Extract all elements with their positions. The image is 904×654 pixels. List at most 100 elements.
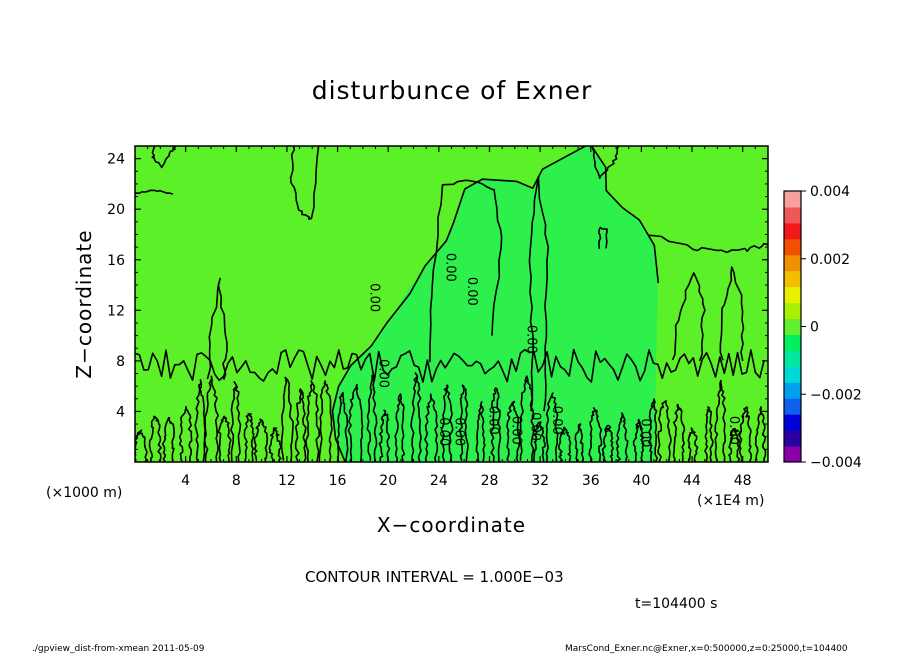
x-axis-factor-label: (×1E4 m) xyxy=(697,493,765,509)
colorbar-segment xyxy=(784,286,801,304)
footer-right: MarsCond_Exner.nc@Exner,x=0:500000,z=0:2… xyxy=(565,644,848,654)
x-tick-label: 48 xyxy=(734,473,752,489)
contour-column xyxy=(687,427,699,462)
contour-column xyxy=(366,374,378,462)
colorbar-segment xyxy=(784,366,801,383)
contour-column xyxy=(135,429,148,462)
x-tick-label: 12 xyxy=(278,473,296,489)
contour-column xyxy=(672,403,686,462)
colorbar-segment xyxy=(784,318,801,335)
contour-narrow-channel xyxy=(528,175,550,412)
chart-title: disturbunce of Exner xyxy=(311,76,593,105)
contour-column xyxy=(336,391,349,462)
colorbar-segment xyxy=(784,206,801,224)
contour-column xyxy=(253,418,269,462)
y-tick-label: 8 xyxy=(116,354,125,370)
contour-right-plume-2 xyxy=(719,266,745,362)
contour-column xyxy=(714,379,727,462)
colorbar-segment xyxy=(784,398,801,415)
contour-label: 0.00 xyxy=(527,412,542,441)
contour-column xyxy=(754,406,767,462)
contour-left-plume xyxy=(206,277,228,381)
x-axis-unit-label: (×1000 m) xyxy=(46,485,123,501)
contour-column xyxy=(506,400,521,462)
contour-label: 0.00 xyxy=(726,416,741,445)
contour-column xyxy=(489,387,502,462)
contour-column xyxy=(148,415,162,462)
x-tick-label: 40 xyxy=(632,473,650,489)
time-text: t=104400 s xyxy=(635,596,718,612)
x-tick-label: 8 xyxy=(232,473,241,489)
contour-label: 0.00 xyxy=(451,417,466,446)
contour-column xyxy=(440,384,454,462)
colorbar-segment xyxy=(784,302,801,320)
contour-column xyxy=(574,423,584,462)
contour-small-loop xyxy=(597,226,608,249)
colorbar-segment xyxy=(784,430,801,447)
contour-column xyxy=(347,383,364,462)
contour-column xyxy=(230,381,242,462)
contour-column xyxy=(588,407,603,462)
contour-label: 0.00 xyxy=(367,283,382,312)
contour-column xyxy=(648,398,658,462)
contour-column xyxy=(243,413,255,462)
contour-column xyxy=(294,388,307,462)
contour-right-ridge xyxy=(649,234,768,254)
y-axis-label: Z−coordinate xyxy=(72,229,96,379)
colorbar-segment xyxy=(784,222,801,240)
contour-label: 0.00 xyxy=(524,325,539,354)
contour-interval-text: CONTOUR INTERVAL = 1.000E−03 xyxy=(305,568,564,586)
contour-column xyxy=(217,415,232,462)
contour-column xyxy=(615,412,629,462)
contour-upper-plume xyxy=(289,146,320,220)
contour-column xyxy=(519,375,536,462)
contour-column xyxy=(728,428,741,462)
contour-label: 0.00 xyxy=(637,418,652,447)
contour-label: 0.00 xyxy=(464,277,479,306)
y-tick-label: 20 xyxy=(107,202,125,218)
contour-label: 0.00 xyxy=(486,406,501,435)
contour-column xyxy=(161,416,175,462)
contour-column xyxy=(394,393,406,462)
contour-column xyxy=(305,380,321,462)
plot-frame xyxy=(134,145,769,463)
contour-column xyxy=(458,384,469,462)
y-tick-label: 24 xyxy=(107,152,125,168)
colorbar-tick-label: 0 xyxy=(810,320,819,336)
contour-top-right xyxy=(591,146,620,179)
contour-central-channel xyxy=(429,179,503,363)
x-tick-label: 4 xyxy=(181,473,190,489)
contour-label: 0.00 xyxy=(549,406,564,435)
contour-column xyxy=(203,375,219,462)
colorbar-tick-label: −0.004 xyxy=(810,455,862,471)
colorbar-tick-label: 0.002 xyxy=(810,252,850,268)
contour-column xyxy=(533,421,546,462)
footer-left: ./gpview_dist-from-xmean 2011-05-09 xyxy=(32,644,205,654)
y-tick-label: 12 xyxy=(107,303,125,319)
y-tick-label: 16 xyxy=(107,253,125,269)
x-tick-label: 28 xyxy=(481,473,499,489)
contour-label: 0.00 xyxy=(442,253,457,282)
contour-column xyxy=(558,426,572,462)
x-tick-label: 20 xyxy=(379,473,397,489)
contour-column xyxy=(318,380,333,462)
contour-column xyxy=(601,424,614,462)
x-tick-label: 44 xyxy=(683,473,701,489)
contour-column xyxy=(424,393,439,462)
contour-central-boundary xyxy=(331,146,660,462)
colorbar-segment xyxy=(784,446,801,463)
field-negative-region xyxy=(331,146,658,462)
colorbar-segment xyxy=(784,270,801,288)
x-tick-label: 24 xyxy=(430,473,448,489)
x-tick-label: 32 xyxy=(531,473,549,489)
colorbar-segment xyxy=(784,191,801,208)
contour-column xyxy=(194,379,206,462)
y-tick-label: 4 xyxy=(116,404,125,420)
colorbar-tick-label: 0.004 xyxy=(810,184,850,200)
contour-column xyxy=(268,427,282,462)
contour-column xyxy=(545,392,559,462)
colorbar-segment xyxy=(784,238,801,256)
contour-column xyxy=(410,372,422,462)
colorbar-frame xyxy=(783,190,802,463)
